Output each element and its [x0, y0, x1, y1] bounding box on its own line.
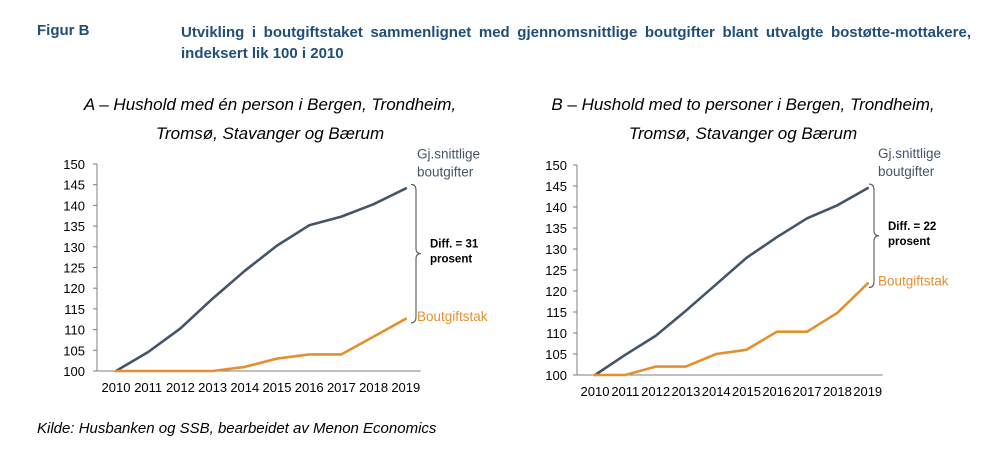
panel-a-y-tick-label: 130	[63, 240, 85, 255]
panel-a-series-label: Boutgiftstak	[417, 309, 488, 324]
panel-a-x-tick-label: 2010	[102, 380, 131, 395]
panel-b-x-tick-label: 2012	[641, 384, 670, 399]
panel-b-y-tick-label: 135	[545, 221, 567, 236]
panel-b-x-tick-label: 2015	[732, 384, 761, 399]
panel-b-title-line-1: B – Hushold med to personer i Bergen, Tr…	[551, 95, 935, 114]
panel-b-x-tick-label: 2017	[793, 384, 822, 399]
panel-a-x-tick-label: 2016	[295, 380, 324, 395]
panel-a-y-tick-label: 115	[64, 302, 85, 317]
panel-a-title: A – Hushold med én person i Bergen, Tron…	[40, 90, 500, 148]
source-note: Kilde: Husbanken og SSB, bearbeidet av M…	[37, 420, 437, 437]
panel-a-difference-label: Diff. = 31	[430, 239, 479, 251]
panel-b-series-gjsnitt-line	[593, 186, 870, 377]
panel-b-series-label: Gj.snittlige	[878, 146, 941, 161]
panel-a-series-label: boutgifter	[417, 164, 474, 179]
panel-b-x-tick-label: 2010	[581, 384, 610, 399]
panel-b-x-tick-label: 2018	[823, 384, 852, 399]
panel-a-y-tick-label: 110	[64, 323, 85, 338]
panel-a-y-tick-label: 100	[63, 364, 85, 379]
panel-b-x-tick-label: 2019	[853, 384, 882, 399]
panel-a-x-tick-label: 2013	[198, 380, 227, 395]
panel-a-title-line-1: A – Hushold med én person i Bergen, Tron…	[83, 95, 457, 114]
panel-b-series-label: boutgifter	[878, 164, 935, 179]
panel-b-y-tick-label: 120	[545, 284, 567, 299]
panel-a-y-tick-label: 150	[63, 157, 85, 172]
panel-a-y-tick-label: 120	[63, 281, 85, 296]
panel-a-x-tick-label: 2011	[134, 380, 162, 395]
panel-a-y-tick-label: 135	[63, 219, 85, 234]
panel-b-difference-label: Diff. = 22	[888, 221, 936, 233]
panel-b-y-tick-label: 125	[545, 263, 567, 278]
panel-a-x-tick-label: 2012	[166, 380, 195, 395]
panel-b-series-label: Boutgiftstak	[878, 273, 949, 288]
panel-a-x-tick-label: 2015	[263, 380, 292, 395]
figure-title: Utvikling i boutgiftstaket sammenlignet …	[181, 24, 971, 62]
panel-b-y-tick-label: 145	[545, 179, 567, 194]
panel-b-y-tick-label: 140	[545, 200, 567, 215]
panel-b-title-line-2: Tromsø, Stavanger og Bærum	[628, 124, 858, 143]
panel-b-x-tick-label: 2013	[671, 384, 700, 399]
panel-a-x-tick-label: 2017	[327, 380, 356, 395]
panel-b-series-boutgiftstak-line	[593, 282, 870, 377]
panel-a-x-tick-label: 2018	[359, 380, 388, 395]
panel-a-y-tick-label: 125	[63, 261, 85, 276]
panel-a-x-tick-label: 2019	[391, 380, 420, 395]
panel-b-x-tick-label: 2014	[702, 384, 731, 399]
panel-a-series-boutgiftstak-line	[114, 317, 408, 373]
panel-a-x-tick-label: 2014	[230, 380, 259, 395]
panel-b-y-tick-label: 130	[545, 242, 567, 257]
panel-a-y-tick-label: 140	[63, 198, 85, 213]
panel-b-title: B – Hushold med to personer i Bergen, Tr…	[513, 90, 973, 148]
panel-a-title-line-2: Tromsø, Stavanger og Bærum	[155, 124, 385, 143]
panel-a-series-gjsnitt-line	[114, 187, 408, 373]
panel-b-y-tick-label: 150	[545, 158, 567, 173]
panel-b-difference-label: prosent	[888, 236, 930, 248]
panel-b-y-tick-label: 110	[546, 326, 567, 341]
panel-a-y-tick-label: 145	[63, 178, 85, 193]
panel-b-x-tick-label: 2011	[611, 384, 639, 399]
panel-b-y-tick-label: 115	[546, 305, 567, 320]
panel-a-difference-label: prosent	[430, 254, 472, 266]
panel-a-difference-bracket	[410, 183, 422, 324]
panel-a-y-tick-label: 105	[63, 343, 85, 358]
panel-b-difference-bracket	[868, 183, 880, 288]
panel-b-y-tick-label: 100	[545, 368, 567, 383]
panel-a-series-label: Gj.snittlige	[417, 146, 480, 161]
figure-label: Figur B	[37, 22, 90, 39]
panel-b-x-tick-label: 2016	[762, 384, 791, 399]
panel-b-y-tick-label: 105	[545, 347, 567, 362]
